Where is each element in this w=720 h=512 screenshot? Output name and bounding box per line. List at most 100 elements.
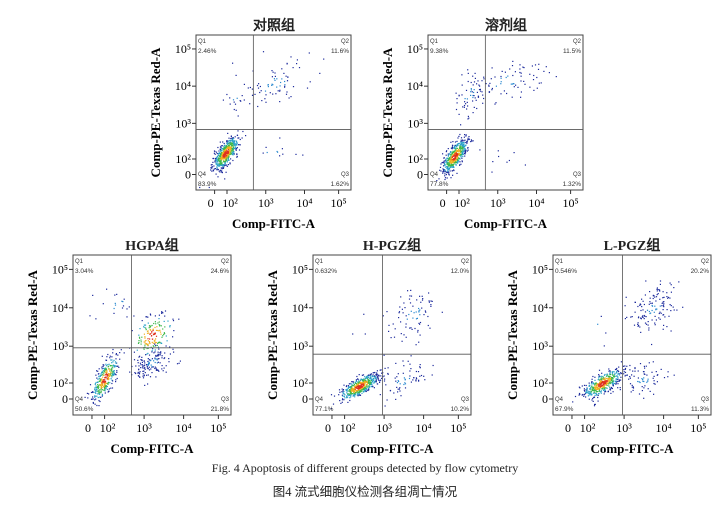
event-dot [462, 139, 464, 141]
event-dot [394, 377, 396, 379]
event-dot [455, 108, 458, 111]
event-dot [92, 391, 94, 393]
event-dot [457, 137, 459, 139]
event-dot [160, 352, 162, 354]
event-dot [157, 346, 159, 348]
event-dot [655, 296, 658, 298]
event-dot [343, 391, 345, 393]
event-dot [643, 397, 645, 399]
event-dot [629, 376, 631, 378]
event-dot [364, 382, 366, 384]
event-dot [609, 377, 611, 380]
event-dot [651, 302, 653, 304]
event-dot [537, 68, 540, 70]
y-axis-label: Comp-PE-Texas Red-A [265, 269, 280, 399]
event-dot [358, 393, 360, 395]
event-dot [593, 405, 596, 407]
event-dot [107, 374, 109, 376]
event-dot [226, 147, 228, 149]
event-dot [111, 387, 114, 389]
event-dot [398, 380, 400, 383]
event-dot [228, 141, 231, 143]
event-dot [228, 147, 231, 149]
event-dot [644, 294, 646, 296]
event-dot [358, 374, 360, 376]
event-dot [106, 356, 108, 358]
y-tick-label: 10³ [175, 116, 191, 130]
event-dot [591, 393, 593, 395]
event-dot [453, 169, 455, 171]
event-dot [442, 170, 445, 172]
event-dot [412, 305, 414, 307]
event-dot [451, 162, 453, 165]
event-dot [148, 327, 150, 329]
event-dot [221, 154, 223, 156]
event-dot [399, 306, 401, 308]
event-dot [367, 382, 369, 384]
event-dot [364, 380, 366, 382]
event-dot [113, 372, 115, 374]
event-dot [107, 364, 109, 366]
event-dot [230, 153, 232, 155]
event-dot [218, 150, 220, 152]
event-dot [483, 78, 485, 80]
event-dot [228, 143, 230, 145]
event-dot [644, 311, 647, 313]
event-dot [113, 365, 115, 368]
event-dot [599, 391, 601, 393]
event-dot [147, 344, 149, 346]
event-dot [467, 139, 469, 141]
event-dot [234, 147, 236, 150]
event-dot [608, 368, 610, 370]
event-dot [143, 348, 145, 350]
event-dot [416, 317, 418, 319]
event-dot [448, 158, 450, 160]
event-dot [222, 148, 224, 150]
event-dot [404, 387, 407, 389]
event-dot [664, 316, 666, 318]
event-dot [637, 305, 639, 308]
event-dot [369, 383, 371, 385]
event-dot [404, 307, 406, 309]
event-dot [140, 341, 142, 343]
event-dot [581, 385, 583, 387]
event-dot [358, 391, 360, 393]
event-dot [615, 380, 617, 383]
y-tick-label: 10² [292, 376, 308, 390]
event-dot [655, 371, 657, 373]
event-dot [624, 367, 627, 370]
event-dot [237, 137, 239, 139]
event-dot [261, 100, 263, 102]
event-dot [226, 151, 228, 153]
event-dot [396, 382, 398, 384]
event-dot [641, 306, 643, 308]
event-dot [444, 162, 446, 165]
event-dot [586, 392, 588, 394]
event-dot [447, 160, 449, 162]
event-dot [116, 371, 118, 373]
y-tick-label: 10³ [52, 339, 68, 353]
event-dot [447, 154, 449, 156]
event-dot [364, 381, 366, 383]
event-dot [412, 317, 414, 319]
event-dot [228, 155, 230, 157]
event-dot [586, 389, 588, 391]
event-dot [147, 364, 149, 366]
event-dot [626, 365, 628, 367]
event-dot [592, 375, 594, 378]
event-dot [584, 393, 586, 395]
event-dot [154, 358, 156, 360]
event-dot [352, 382, 354, 384]
event-dot [154, 343, 156, 345]
event-dot [99, 375, 101, 377]
event-dot [651, 371, 653, 373]
event-dot [140, 364, 142, 366]
event-dot [402, 372, 404, 374]
event-dot [151, 335, 153, 337]
event-dot [519, 71, 521, 74]
event-dot [395, 380, 397, 382]
event-dot [153, 352, 155, 354]
event-dot [618, 371, 620, 373]
event-dot [230, 139, 233, 141]
event-dot [514, 71, 516, 73]
